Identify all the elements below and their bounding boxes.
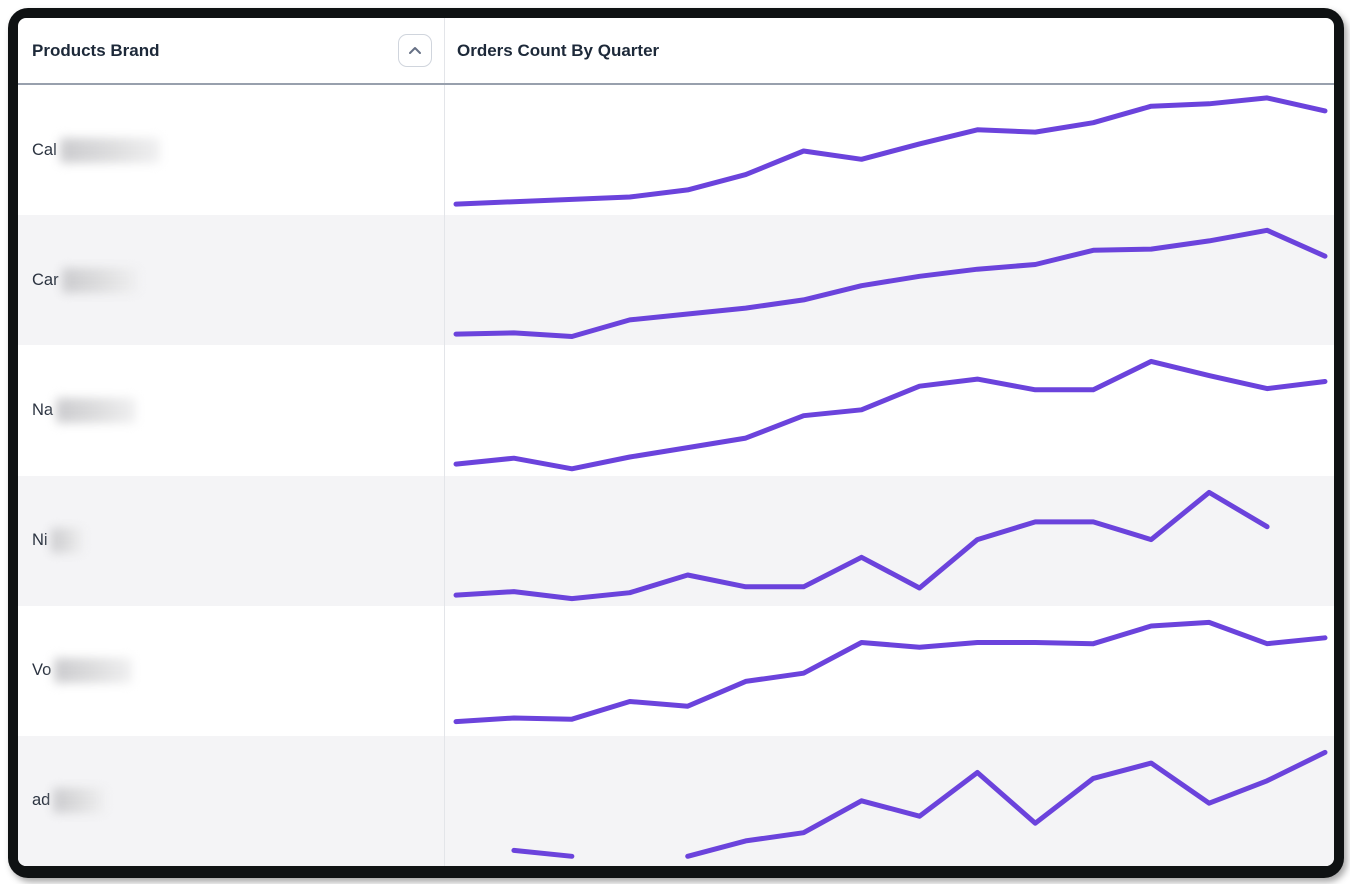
brand-label: Car bbox=[32, 270, 59, 289]
orders-sparkline bbox=[453, 228, 1328, 340]
orders-sparkline bbox=[453, 359, 1328, 472]
brand-label: Na bbox=[32, 400, 54, 419]
sort-button[interactable] bbox=[398, 34, 432, 67]
table-row: Na bbox=[18, 345, 1334, 476]
table-header-row: Products Brand Orders Count By Quarter bbox=[18, 18, 1334, 85]
sparkline-cell bbox=[445, 606, 1334, 736]
table-body: Cal Car Na Ni bbox=[18, 85, 1334, 866]
column-header-products-brand[interactable]: Products Brand bbox=[18, 18, 445, 83]
table-row: Ni bbox=[18, 475, 1334, 606]
redacted-brand-text bbox=[59, 137, 160, 163]
brand-cell: Car bbox=[18, 215, 445, 346]
brand-label: Ni bbox=[32, 531, 48, 550]
chevron-up-icon bbox=[408, 46, 422, 55]
results-table-card: Products Brand Orders Count By Quarter bbox=[18, 18, 1334, 866]
redacted-brand-text bbox=[53, 788, 106, 814]
brand-cell: Ni bbox=[18, 475, 445, 606]
redacted-brand-text bbox=[54, 658, 133, 684]
table-row: Vo bbox=[18, 605, 1334, 736]
sparkline-cell bbox=[445, 85, 1334, 215]
orders-count-header-label: Orders Count By Quarter bbox=[457, 40, 660, 60]
orders-sparkline bbox=[453, 489, 1270, 601]
table-row: Cal bbox=[18, 85, 1334, 216]
table-row: ad bbox=[18, 735, 1334, 866]
redacted-brand-text bbox=[56, 397, 137, 423]
brand-cell: Cal bbox=[18, 85, 445, 216]
redacted-brand-text bbox=[50, 528, 83, 554]
brand-cell: Vo bbox=[18, 605, 445, 736]
brand-label: Vo bbox=[32, 661, 52, 680]
orders-sparkline bbox=[453, 619, 1328, 724]
column-header-orders-count[interactable]: Orders Count By Quarter bbox=[445, 18, 1334, 83]
sparkline-cell bbox=[445, 215, 1334, 345]
orders-sparkline bbox=[453, 95, 1328, 207]
table-row: Car bbox=[18, 215, 1334, 346]
sparkline-cell bbox=[445, 736, 1334, 866]
brand-label: ad bbox=[32, 791, 51, 810]
redacted-brand-text bbox=[61, 267, 138, 293]
orders-sparkline bbox=[511, 749, 1328, 859]
brand-cell: ad bbox=[18, 735, 445, 866]
window-frame: Products Brand Orders Count By Quarter bbox=[8, 8, 1344, 878]
sparkline-cell bbox=[445, 476, 1334, 606]
sparkline-cell bbox=[445, 345, 1334, 475]
products-brand-header-label: Products Brand bbox=[32, 40, 160, 60]
brand-cell: Na bbox=[18, 345, 445, 476]
brand-label: Cal bbox=[32, 140, 57, 159]
